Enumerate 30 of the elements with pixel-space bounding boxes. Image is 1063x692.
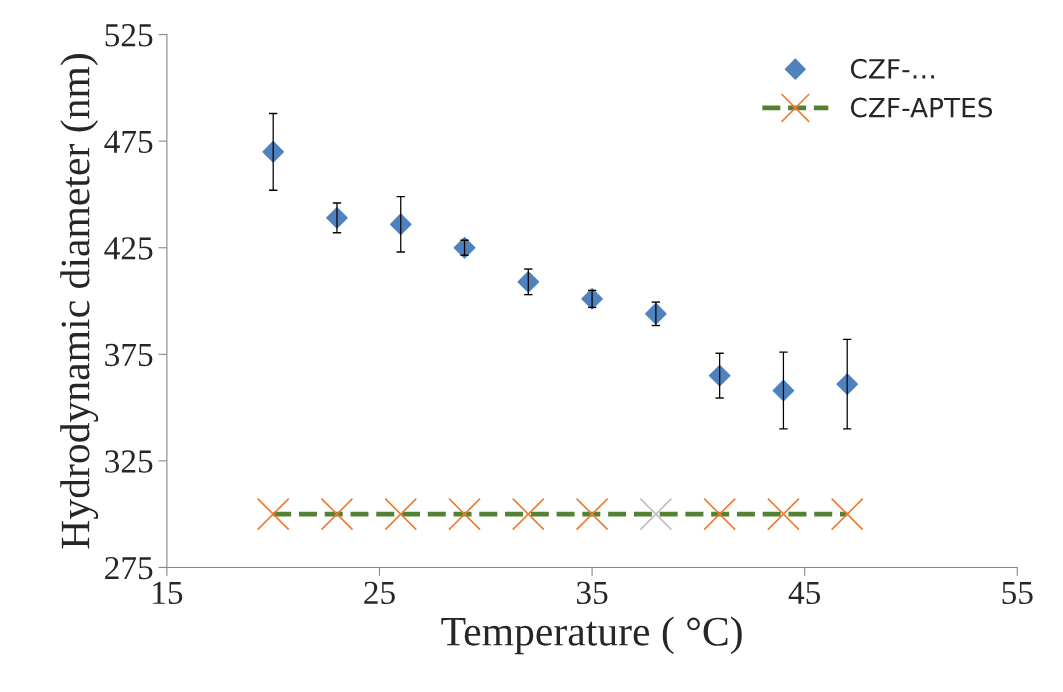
legend-label: CZF-…	[850, 58, 934, 79]
point	[511, 497, 545, 531]
x-tick-label: 15	[153, 581, 183, 605]
point	[256, 497, 290, 531]
point	[703, 497, 737, 531]
point	[575, 497, 609, 531]
x-tick-label: 45	[788, 581, 821, 605]
point	[262, 140, 285, 163]
x-tick-label: 55	[1002, 581, 1033, 605]
point	[767, 497, 800, 531]
y-axis-title: Hydrodynamic diameter (nm)	[60, 54, 99, 549]
x-tick-label: 35	[577, 581, 608, 605]
y-tick-label: 475	[104, 130, 153, 154]
x-tick-label: 25	[364, 581, 395, 605]
y-tick-label: 325	[105, 450, 153, 473]
point	[448, 497, 481, 531]
y-tick-label: 425	[104, 237, 153, 260]
point	[320, 497, 354, 531]
point	[639, 497, 673, 531]
point	[384, 497, 418, 531]
x-axis-title: Temperature ( °C)	[441, 616, 742, 655]
point	[772, 379, 795, 402]
point	[836, 373, 859, 396]
y-tick-label: 275	[105, 556, 153, 580]
point	[830, 497, 864, 531]
y-tick-label: 375	[105, 343, 153, 367]
point	[389, 213, 412, 236]
y-tick-label: 525	[105, 24, 153, 47]
legend-label: CZF-APTES	[850, 97, 993, 118]
point	[708, 364, 731, 387]
